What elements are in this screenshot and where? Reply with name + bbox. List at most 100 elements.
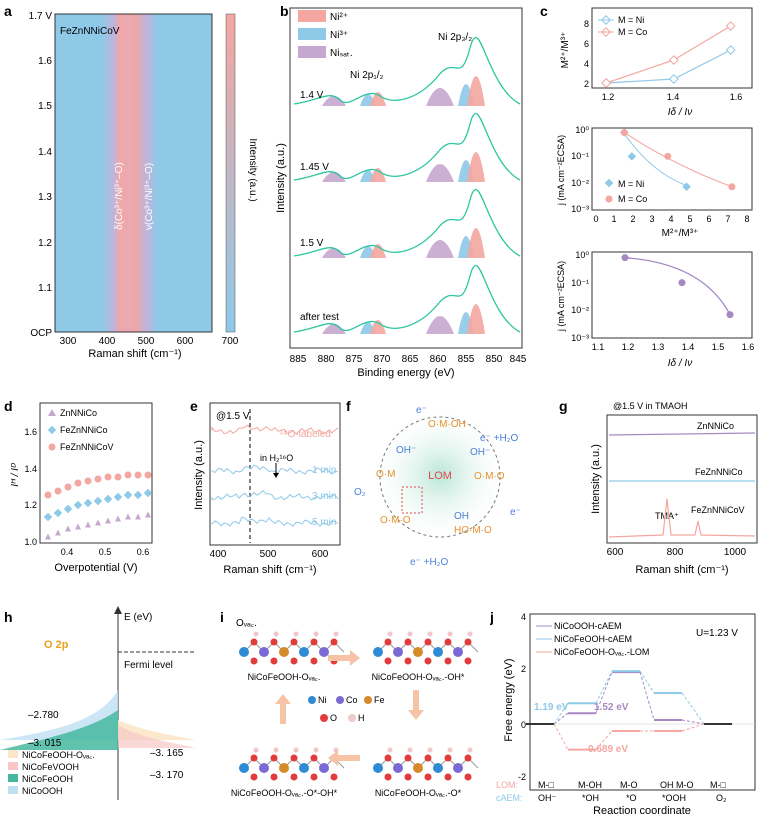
e-annotation: in H₂¹⁶O bbox=[260, 453, 293, 463]
svg-text:Co: Co bbox=[346, 695, 358, 705]
d-plot bbox=[43, 471, 153, 540]
ni-2p12-label: Ni 2p₁/₂ bbox=[350, 70, 383, 81]
data-point bbox=[43, 512, 53, 522]
svg-text:NiCoFeOOH-cAEM: NiCoFeOOH-cAEM bbox=[554, 634, 632, 644]
panel-i: i Oᵥₐ꜀. NiCoFeOOH-Oᵥₐ꜀. NiCoFeOOH-Oᵥₐ꜀.-… bbox=[220, 609, 479, 798]
svg-text:6: 6 bbox=[584, 39, 589, 49]
metal-atom bbox=[279, 647, 289, 657]
svg-text:1.52 eV: 1.52 eV bbox=[594, 702, 629, 713]
ni2-peak bbox=[370, 320, 386, 334]
oxygen-atom bbox=[330, 773, 338, 781]
svg-text:3 min: 3 min bbox=[312, 491, 336, 502]
lom-center: LOM bbox=[428, 470, 452, 482]
svg-text:OH M-O: OH M-O bbox=[660, 780, 694, 790]
hydrogen-atom bbox=[447, 747, 453, 753]
g-title: @1.5 V in TMAOH bbox=[613, 401, 688, 411]
svg-text:O·M: O·M bbox=[376, 469, 395, 480]
svg-text:1.4: 1.4 bbox=[24, 464, 37, 474]
svg-text:4: 4 bbox=[584, 59, 589, 69]
svg-text:Fe: Fe bbox=[374, 695, 385, 705]
fit-curve bbox=[293, 37, 521, 105]
ni2-peak bbox=[467, 228, 485, 258]
svg-text:O: O bbox=[330, 713, 337, 723]
spectrum-labels: 1.4 V 1.45 V 1.5 V after test bbox=[300, 90, 339, 323]
svg-text:1.0: 1.0 bbox=[24, 537, 37, 547]
hydrogen-atom bbox=[407, 631, 413, 637]
data-point bbox=[123, 490, 133, 500]
panel-b-xlabel: Binding energy (eV) bbox=[357, 367, 454, 379]
metal-atom bbox=[433, 763, 443, 773]
data-point bbox=[75, 523, 81, 530]
data-point bbox=[115, 515, 121, 522]
oxygen-atom bbox=[290, 657, 298, 665]
svg-text:0: 0 bbox=[593, 214, 598, 224]
c-top-xticks: 1.2 1.4 1.6 bbox=[602, 92, 743, 102]
e-xlabel: Raman shift (cm⁻¹) bbox=[223, 564, 316, 576]
data-point bbox=[64, 483, 72, 491]
svg-text:*OH: *OH bbox=[582, 793, 599, 803]
panel-b-letter: b bbox=[280, 3, 289, 19]
oxygen-atom bbox=[464, 773, 472, 781]
metal-atom bbox=[259, 647, 269, 657]
svg-text:1.4 V: 1.4 V bbox=[300, 90, 324, 101]
oxygen-atom bbox=[464, 754, 472, 762]
metal-atom bbox=[413, 647, 423, 657]
svg-text:5 min: 5 min bbox=[312, 517, 336, 528]
data-point bbox=[124, 471, 132, 479]
svg-text:1.6: 1.6 bbox=[742, 342, 755, 352]
data-point bbox=[85, 521, 91, 528]
c-bot-plot bbox=[621, 254, 734, 319]
svg-text:1.6: 1.6 bbox=[38, 56, 52, 67]
oxygen-atom bbox=[310, 773, 318, 781]
ni2-peak bbox=[467, 152, 485, 182]
svg-text:4: 4 bbox=[521, 612, 526, 622]
svg-text:8: 8 bbox=[584, 19, 589, 29]
hydrogen-atom bbox=[427, 631, 433, 637]
svg-text:0.5: 0.5 bbox=[99, 547, 112, 557]
e-plot bbox=[211, 424, 339, 528]
raman-trace bbox=[211, 489, 339, 501]
data-point bbox=[620, 129, 628, 137]
data-point bbox=[93, 496, 103, 506]
h-orbital: O 2p bbox=[44, 639, 69, 651]
panel-d-letter: d bbox=[4, 398, 13, 414]
c-top-plot bbox=[601, 21, 736, 88]
svg-text:OCP: OCP bbox=[30, 328, 52, 339]
svg-text:NiCoFeOOH-Oᵥₐ꜀.-OH*: NiCoFeOOH-Oᵥₐ꜀.-OH* bbox=[372, 672, 465, 682]
svg-text:NiCoOOH: NiCoOOH bbox=[22, 786, 63, 796]
oxygen-atom bbox=[444, 754, 452, 762]
h-values: –2.780 –3. 015 –3. 165 –3. 170 bbox=[28, 710, 184, 781]
panel-a-xlabel: Raman shift (cm⁻¹) bbox=[88, 348, 181, 360]
data-point bbox=[144, 471, 152, 479]
j-legend: NiCoOOH-cAEM NiCoFeOOH-cAEM NiCoFeOOH-Oᵥ… bbox=[536, 621, 649, 657]
sat-peak bbox=[322, 172, 346, 182]
fit-curve bbox=[293, 113, 521, 181]
data-point bbox=[621, 254, 629, 262]
svg-text:1: 1 bbox=[611, 214, 616, 224]
panel-c: c M = Ni M = Co 1.2 1.4 1.6 2 4 6 8 Iδ /… bbox=[540, 3, 755, 369]
oxygen-atom bbox=[290, 773, 298, 781]
svg-text:400: 400 bbox=[210, 549, 227, 560]
data-point bbox=[55, 529, 61, 536]
oxygen-atom bbox=[444, 638, 452, 646]
data-point bbox=[44, 491, 52, 499]
panel-d-legend: ZnNNiCo FeZnNNiCo FeZnNNiCoV bbox=[47, 408, 114, 452]
svg-text:OH: OH bbox=[454, 511, 469, 522]
d-xlabel: Overpotential (V) bbox=[54, 562, 137, 574]
hydrogen-atom bbox=[253, 747, 259, 753]
transition-line bbox=[595, 670, 613, 704]
svg-text:1.3: 1.3 bbox=[38, 192, 52, 203]
svg-text:after test: after test bbox=[300, 312, 339, 323]
oxygen-atom bbox=[250, 773, 258, 781]
c-top-yticks: 2 4 6 8 bbox=[584, 19, 589, 89]
panel-f: f LOM e⁻ O·M·OH OH⁻ e⁻ +H₂O OH⁻ O·M·O O₂… bbox=[346, 398, 521, 568]
data-point bbox=[601, 78, 612, 88]
svg-text:¹⁸O-labeled: ¹⁸O-labeled bbox=[280, 429, 331, 440]
svg-text:M-OH: M-OH bbox=[578, 780, 602, 790]
svg-text:1.6: 1.6 bbox=[730, 92, 743, 102]
svg-text:1.5 V: 1.5 V bbox=[300, 238, 324, 249]
svg-text:M-□: M-□ bbox=[538, 780, 554, 790]
svg-text:500: 500 bbox=[138, 336, 155, 347]
svg-text:NiCoFeOOH: NiCoFeOOH bbox=[22, 774, 73, 784]
sat-peak bbox=[322, 96, 346, 106]
